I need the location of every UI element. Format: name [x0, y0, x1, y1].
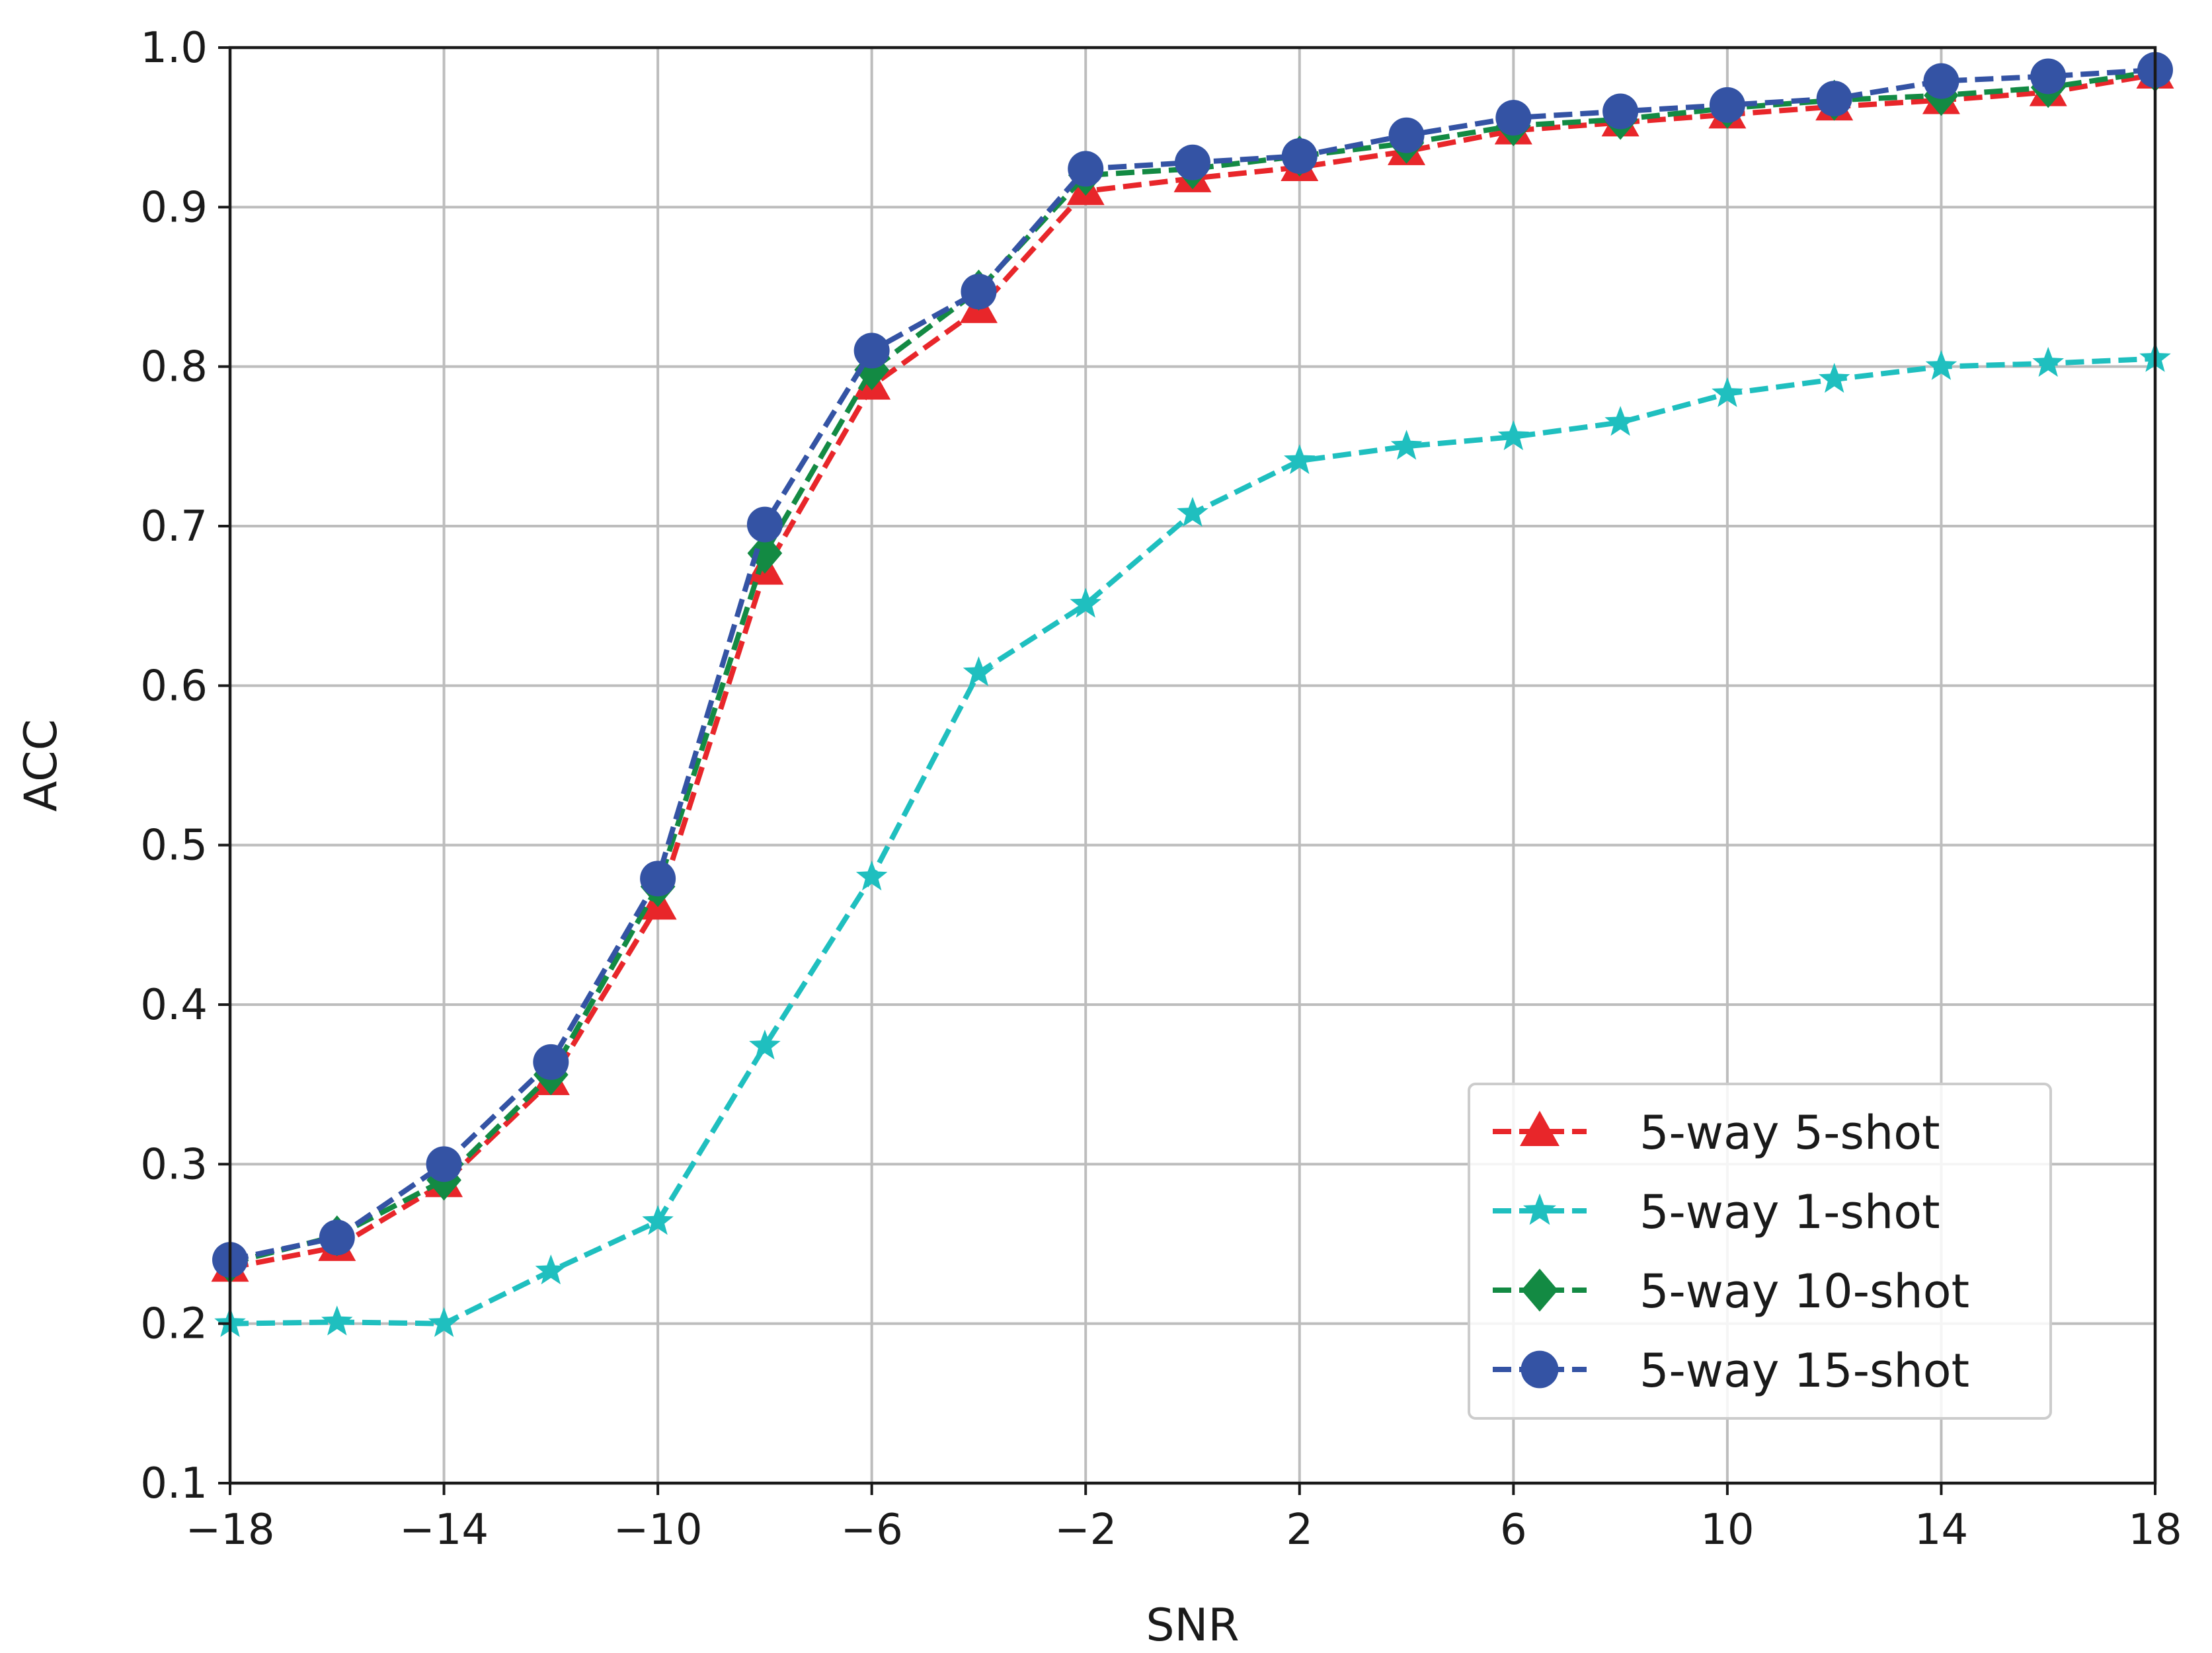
data-point	[1284, 444, 1316, 475]
legend: 5-way 5-shot 5-way 1-shot 5-way 10-shot 5-w…	[1468, 1083, 2052, 1420]
data-point	[1495, 100, 1532, 136]
legend-marker	[1523, 1193, 1556, 1225]
legend-label: 5-way 15-shot	[1639, 1344, 1969, 1398]
data-point	[535, 1254, 567, 1285]
data-point	[1816, 81, 1852, 117]
x-tick-label: −14	[399, 1506, 489, 1555]
data-point	[1177, 496, 1208, 527]
data-point	[428, 1307, 460, 1337]
data-point	[1497, 420, 1530, 451]
legend-item: 5-way 5-shot	[1493, 1106, 1940, 1160]
y-tick-label: 1.0	[140, 24, 208, 73]
x-tick-label: 14	[1915, 1506, 1968, 1555]
data-point	[642, 1205, 674, 1235]
series-group	[212, 52, 2173, 1278]
x-tick-label: 18	[2128, 1506, 2182, 1555]
x-tick-label: −18	[185, 1506, 274, 1555]
y-tick-label: 0.1	[140, 1459, 208, 1508]
y-tick-label: 0.8	[140, 343, 208, 392]
plot-frame	[228, 46, 2157, 1485]
x-tick-label: −2	[1054, 1506, 1117, 1555]
y-tick-label: 0.3	[140, 1140, 208, 1189]
data-point	[640, 861, 676, 897]
data-point	[1388, 117, 1425, 153]
data-point	[2030, 58, 2067, 95]
x-tick-label: −10	[613, 1506, 703, 1555]
data-point	[1281, 138, 1318, 174]
data-point	[961, 274, 997, 310]
y-tick-label: 0.2	[140, 1300, 208, 1349]
legend-label: 5-way 5-shot	[1639, 1106, 1940, 1160]
data-point	[1712, 377, 1743, 407]
x-tick-label: 10	[1700, 1506, 1754, 1555]
data-point	[426, 1146, 462, 1182]
legend-label: 5-way 1-shot	[1639, 1185, 1940, 1239]
y-tick-label: 0.4	[140, 981, 208, 1030]
data-point	[746, 506, 783, 543]
data-point	[1068, 151, 1104, 187]
data-point	[533, 1044, 569, 1080]
legend-label: 5-way 10-shot	[1639, 1264, 1969, 1319]
legend-marker	[1521, 1350, 1559, 1389]
data-point	[1923, 63, 1959, 99]
data-point	[321, 1305, 353, 1336]
data-point	[319, 1219, 355, 1256]
legend-box	[1468, 1083, 2052, 1420]
legend-item: 5-way 10-shot	[1493, 1264, 1969, 1319]
series-group	[214, 342, 2171, 1337]
legend-item: 5-way 1-shot	[1493, 1185, 1940, 1239]
data-point	[1602, 93, 1639, 130]
legend-marker	[1520, 1110, 1560, 1147]
x-tick-label: 6	[1500, 1506, 1527, 1555]
data-point	[2032, 346, 2064, 377]
y-tick-label: 0.7	[140, 502, 208, 551]
y-tick-label: 0.9	[140, 183, 208, 232]
x-axis-label: SNR	[1146, 1599, 1239, 1652]
axis-ticks: −18 −14 −10 −6 −2 2 6 10 14 18 0.1 0.2 0.3 0.4 0.5 0.6 0…	[140, 24, 2182, 1555]
data-point	[1175, 144, 1210, 180]
data-point	[963, 656, 995, 687]
series-lines	[211, 51, 2174, 1337]
data-point	[749, 1029, 781, 1059]
data-point	[1925, 350, 1957, 380]
x-tick-label: −6	[840, 1506, 902, 1555]
data-point	[1390, 430, 1423, 460]
data-point	[1709, 87, 1745, 123]
legend-item: 5-way 15-shot	[1493, 1344, 1969, 1398]
x-tick-label: 2	[1286, 1506, 1313, 1555]
data-point	[1818, 363, 1850, 393]
data-point	[855, 860, 888, 891]
y-axis-label: ACC	[15, 719, 67, 812]
data-point	[853, 332, 890, 369]
data-point	[1604, 406, 1636, 436]
y-tick-label: 0.6	[140, 662, 208, 711]
legend-marker	[1521, 1268, 1558, 1312]
y-tick-label: 0.5	[140, 822, 208, 870]
data-point	[1070, 588, 1101, 618]
data-point	[747, 533, 783, 574]
